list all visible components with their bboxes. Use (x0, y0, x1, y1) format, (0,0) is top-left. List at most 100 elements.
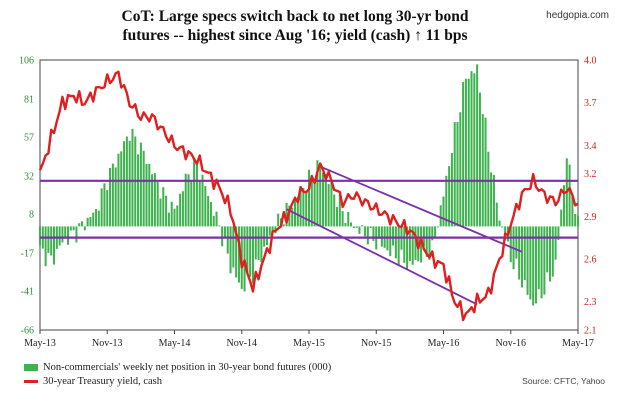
net-position-bar (523, 226, 526, 281)
net-position-bar (307, 169, 311, 227)
net-position-bar (453, 122, 456, 227)
net-position-bar (204, 186, 207, 227)
chart-title-line-2: futures -- highest since Aug '16; yield … (122, 27, 468, 44)
right-axis-tick-label: 4.0 (584, 56, 597, 67)
net-position-bar (288, 205, 291, 227)
net-position-bar (271, 226, 274, 233)
net-position-bar (142, 150, 145, 227)
net-position-bar (378, 226, 381, 239)
net-position-bar (425, 226, 428, 257)
net-position-bar (299, 186, 302, 227)
net-position-bar (162, 187, 165, 227)
net-position-bar (462, 81, 465, 227)
net-position-bar (490, 172, 493, 227)
x-axis-tick-label: Nov-15 (361, 338, 392, 349)
net-position-bar (571, 196, 574, 227)
net-position-bar (498, 220, 501, 227)
channel-upper-line (319, 165, 523, 253)
net-position-bar (551, 226, 554, 277)
net-position-bar (167, 212, 170, 227)
net-position-bar (109, 167, 112, 227)
net-position-bar (473, 73, 476, 227)
left-axis-tick-label: 32 (24, 172, 34, 183)
net-position-bar (176, 205, 179, 227)
net-position-bar (153, 173, 156, 227)
net-position-bar (212, 215, 215, 227)
net-position-bar (408, 226, 411, 261)
left-axis-tick-label: 106 (19, 56, 34, 67)
net-position-bar (327, 184, 330, 227)
net-position-bar (207, 195, 210, 227)
net-position-bar (546, 226, 549, 273)
x-axis-tick-label: Nov-13 (92, 338, 123, 349)
x-axis-tick-label: Nov-14 (226, 338, 257, 349)
left-axis-tick-label: 57 (24, 132, 34, 143)
left-axis-tick-label: -17 (21, 249, 34, 260)
net-position-bar (277, 213, 280, 227)
net-position-bar (69, 226, 72, 231)
net-position-bar (526, 226, 529, 295)
net-position-bar (436, 226, 439, 228)
net-position-bar (47, 226, 50, 253)
legend-label-line: 30-year Treasury yield, cash (43, 376, 162, 387)
net-position-bar (476, 64, 479, 227)
net-position-bar (509, 226, 512, 263)
net-position-bar (344, 223, 347, 227)
net-position-bar (515, 226, 518, 259)
legend-item-line: 30-year Treasury yield, cash (24, 376, 162, 387)
net-position-bar (215, 211, 218, 227)
legend-item-bars: Non-commercials' weekly net position in … (24, 362, 331, 373)
net-position-bar (170, 201, 173, 227)
net-position-bar (187, 174, 190, 227)
net-position-bar (78, 223, 81, 227)
net-position-bar (543, 226, 546, 295)
net-position-bar (540, 226, 543, 299)
net-position-bar (450, 153, 453, 227)
net-position-bar (350, 222, 353, 227)
net-position-bar (361, 225, 364, 227)
net-position-bar (282, 224, 285, 227)
net-position-bar (389, 226, 392, 257)
net-position-bar (198, 180, 201, 227)
net-position-bar (111, 163, 114, 227)
net-position-bar (237, 226, 240, 283)
net-position-bar (445, 175, 448, 227)
left-axis-tick-label: 81 (24, 95, 34, 106)
net-position-bar (285, 202, 288, 227)
net-position-bar (120, 151, 123, 227)
net-position-bar (156, 181, 159, 227)
net-position-bar (484, 117, 487, 227)
net-position-bar (243, 226, 246, 292)
net-position-bar (333, 194, 336, 227)
net-position-bar (114, 167, 117, 227)
net-position-bar (431, 226, 434, 241)
net-position-bar (86, 217, 89, 227)
net-position-bar (352, 226, 355, 229)
net-position-bar (44, 226, 47, 267)
net-position-bar (195, 160, 198, 227)
net-position-bar (310, 175, 313, 227)
net-position-bar (467, 78, 470, 227)
net-position-bar (537, 226, 540, 290)
net-position-bar (369, 226, 372, 229)
treasury-yield-line (38, 70, 579, 322)
net-position-bar (72, 226, 75, 231)
net-position-bar (557, 226, 560, 240)
net-position-bar (442, 196, 445, 227)
net-position-bar (296, 196, 299, 227)
net-position-bar (330, 181, 333, 227)
net-position-bar (336, 206, 339, 227)
net-position-bar (117, 153, 120, 227)
right-axis-tick-label: 2.1 (584, 326, 597, 337)
net-position-bar (229, 226, 232, 274)
x-axis-tick-label: May-14 (159, 338, 191, 349)
net-position-bar (562, 185, 565, 227)
net-position-bar (257, 226, 260, 261)
net-position-bar (380, 226, 383, 247)
net-position-bar (518, 226, 521, 280)
net-position-bar (246, 226, 249, 274)
net-position-bar (366, 226, 369, 245)
net-position-bar (487, 151, 490, 227)
net-position-bar (139, 142, 142, 227)
